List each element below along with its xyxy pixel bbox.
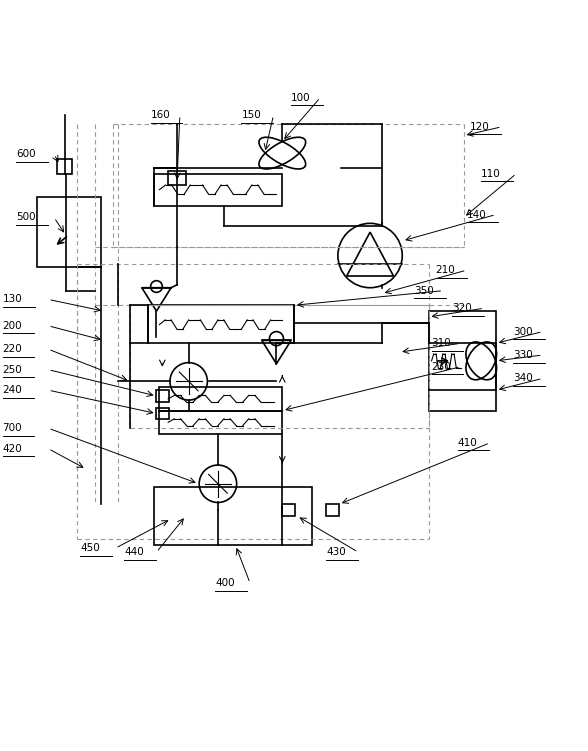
- Bar: [153, 487, 312, 545]
- Text: 150: 150: [241, 110, 261, 120]
- Text: 230: 230: [432, 362, 451, 372]
- Bar: [159, 411, 282, 434]
- Bar: [156, 390, 169, 402]
- Bar: [326, 504, 339, 516]
- Bar: [168, 170, 186, 185]
- Text: 350: 350: [414, 285, 434, 296]
- Text: 420: 420: [2, 444, 22, 454]
- Text: 600: 600: [16, 149, 36, 159]
- Bar: [429, 311, 496, 411]
- Text: 140: 140: [467, 210, 486, 219]
- Text: 430: 430: [326, 547, 346, 557]
- Bar: [156, 408, 169, 419]
- Bar: [159, 388, 282, 411]
- Text: 130: 130: [3, 294, 23, 304]
- Text: 220: 220: [2, 344, 22, 354]
- Text: 410: 410: [458, 438, 477, 448]
- Text: 300: 300: [513, 327, 533, 336]
- Text: 340: 340: [513, 373, 533, 384]
- Text: 440: 440: [124, 547, 144, 557]
- Text: 200: 200: [2, 321, 22, 330]
- Text: 330: 330: [513, 350, 533, 360]
- Text: 100: 100: [291, 92, 310, 103]
- Bar: [148, 305, 294, 343]
- Bar: [153, 173, 282, 206]
- Text: 210: 210: [436, 265, 455, 275]
- Bar: [36, 197, 101, 267]
- Text: 240: 240: [2, 385, 22, 395]
- Bar: [57, 159, 72, 173]
- Text: 450: 450: [81, 543, 100, 553]
- Text: 120: 120: [470, 122, 489, 131]
- Bar: [282, 504, 295, 516]
- Text: 400: 400: [215, 578, 235, 588]
- Text: 250: 250: [2, 365, 22, 375]
- Text: 500: 500: [16, 213, 36, 222]
- Text: 310: 310: [432, 338, 451, 348]
- Text: 110: 110: [481, 168, 501, 179]
- Text: 700: 700: [2, 423, 22, 433]
- Text: 160: 160: [151, 110, 171, 120]
- Text: 320: 320: [452, 303, 472, 313]
